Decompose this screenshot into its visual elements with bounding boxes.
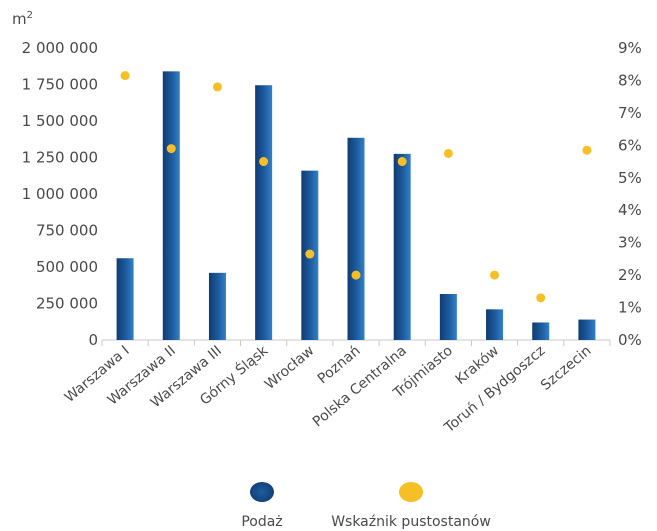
right-tick-label: 7% bbox=[618, 104, 642, 122]
dot-point bbox=[305, 249, 315, 259]
dot-point bbox=[351, 270, 361, 280]
right-tick-label: 5% bbox=[618, 169, 642, 187]
bar bbox=[578, 319, 596, 340]
legend-label-podaz: Podaż bbox=[241, 514, 282, 530]
dot-point bbox=[212, 82, 222, 92]
bar bbox=[255, 85, 273, 340]
right-tick-label: 9% bbox=[618, 39, 642, 57]
bar bbox=[116, 258, 134, 340]
dot-point bbox=[536, 293, 546, 303]
bar bbox=[347, 137, 365, 340]
bar bbox=[532, 322, 550, 340]
left-tick-label: 500 000 bbox=[36, 258, 98, 276]
right-tick-label: 3% bbox=[618, 234, 642, 252]
unit-label: m2 bbox=[12, 10, 33, 28]
category-label: Wrocław bbox=[262, 343, 317, 393]
left-tick-label: 1 500 000 bbox=[22, 112, 98, 130]
left-axis-ticks: 0 250 000 500 000 750 000 1 000 000 1 250 000… bbox=[22, 39, 98, 349]
bar bbox=[486, 309, 504, 340]
right-tick-label: 4% bbox=[618, 201, 642, 219]
dot-point bbox=[120, 71, 130, 81]
dot-point bbox=[166, 144, 176, 154]
dot-point bbox=[259, 157, 269, 167]
dot-point bbox=[397, 157, 407, 167]
dot-point bbox=[443, 148, 453, 158]
left-tick-label: 1 250 000 bbox=[22, 149, 98, 167]
left-tick-label: 1 750 000 bbox=[22, 76, 98, 94]
right-axis-ticks: 0% 1% 2% 3% 4% 5% 6% 7% 8% 9% bbox=[618, 39, 642, 349]
bar bbox=[393, 153, 411, 340]
left-tick-label: 250 000 bbox=[36, 295, 98, 313]
left-tick-label: 1 000 000 bbox=[22, 185, 98, 203]
right-tick-label: 0% bbox=[618, 331, 642, 349]
legend-label-wskaznik: Wskaźnik pustostanów bbox=[331, 514, 491, 530]
left-tick-label: 0 bbox=[88, 331, 98, 349]
right-tick-label: 6% bbox=[618, 136, 642, 154]
left-tick-label: 2 000 000 bbox=[22, 39, 98, 57]
right-tick-label: 8% bbox=[618, 71, 642, 89]
category-label: Szczecin bbox=[538, 343, 595, 394]
right-tick-label: 1% bbox=[618, 299, 642, 317]
bar bbox=[439, 294, 457, 340]
legend: Podaż Wskaźnik pustostanów bbox=[241, 482, 491, 530]
legend-swatch-podaz bbox=[250, 482, 274, 502]
legend-swatch-wskaznik bbox=[399, 482, 423, 502]
bar bbox=[162, 71, 180, 341]
left-tick-label: 750 000 bbox=[36, 222, 98, 240]
right-tick-label: 2% bbox=[618, 266, 642, 284]
bar-series-podaz bbox=[116, 71, 596, 341]
dot-point bbox=[582, 145, 592, 155]
dot-series-wskaznik bbox=[120, 71, 592, 303]
dot-point bbox=[490, 270, 500, 280]
bar bbox=[208, 272, 226, 340]
